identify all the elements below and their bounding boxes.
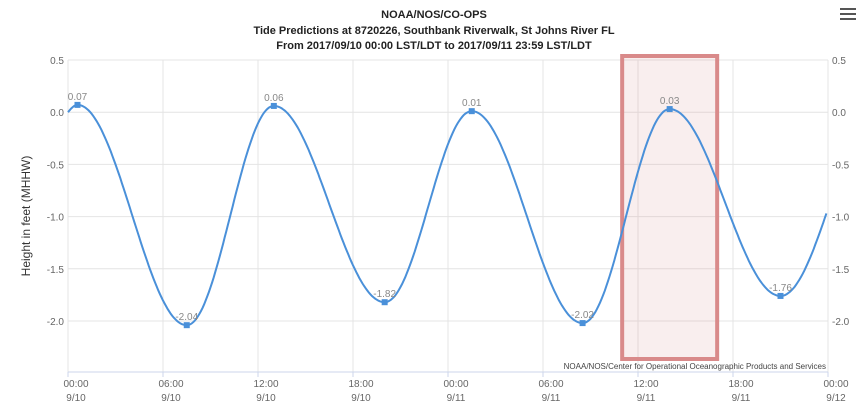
x-tick-label-date: 9/12 bbox=[826, 393, 846, 404]
x-tick-label-date: 9/10 bbox=[256, 393, 276, 404]
y-tick-label-left: -1.5 bbox=[47, 265, 65, 276]
x-tick-label-date: 9/11 bbox=[637, 393, 656, 404]
data-point-marker[interactable] bbox=[74, 101, 81, 108]
data-point-marker[interactable] bbox=[777, 292, 784, 299]
tide-series-line bbox=[67, 103, 828, 327]
y-axis-label: Height in feet (MHHW) bbox=[19, 156, 33, 277]
y-tick-label-left: -0.5 bbox=[47, 160, 65, 171]
chart-menu-button[interactable] bbox=[840, 8, 856, 22]
hamburger-icon-bar bbox=[840, 13, 856, 15]
x-tick-label-date: 9/10 bbox=[351, 393, 371, 404]
y-tick-label-right: -0.5 bbox=[832, 160, 850, 171]
data-point-marker[interactable] bbox=[579, 320, 586, 327]
x-tick-label-time: 00:00 bbox=[63, 379, 88, 390]
x-tick-label-time: 06:00 bbox=[538, 379, 563, 390]
y-tick-label-left: -1.0 bbox=[47, 213, 65, 224]
chart-subtitle: Tide Predictions at 8720226, Southbank R… bbox=[253, 25, 614, 37]
y-tick-label-right: 0.5 bbox=[832, 56, 846, 67]
data-point-label: -2.04 bbox=[175, 312, 198, 323]
y-tick-label-right: -2.0 bbox=[832, 317, 850, 328]
chart-subtitle-range: From 2017/09/10 00:00 LST/LDT to 2017/09… bbox=[276, 40, 592, 52]
x-tick-label-time: 12:00 bbox=[633, 379, 658, 390]
hamburger-icon bbox=[840, 8, 856, 10]
y-tick-label-right: -1.5 bbox=[832, 265, 850, 276]
data-point-marker[interactable] bbox=[666, 106, 673, 113]
x-tick-label-time: 18:00 bbox=[728, 379, 753, 390]
data-point-label: 0.03 bbox=[660, 96, 680, 107]
data-point-label: -1.82 bbox=[373, 289, 396, 300]
x-tick-label-date: 9/10 bbox=[161, 393, 181, 404]
x-tick-label-time: 06:00 bbox=[158, 379, 183, 390]
y-tick-label-left: 0.5 bbox=[50, 56, 64, 67]
x-tick-label-time: 18:00 bbox=[348, 379, 373, 390]
data-point-label: 0.01 bbox=[462, 98, 482, 109]
data-point-label: 0.06 bbox=[264, 93, 284, 104]
chart-title: NOAA/NOS/CO-OPS bbox=[381, 9, 487, 21]
x-tick-label-date: 9/11 bbox=[447, 393, 466, 404]
data-point-marker[interactable] bbox=[270, 102, 277, 109]
data-point-marker[interactable] bbox=[468, 108, 475, 115]
data-point-marker[interactable] bbox=[381, 299, 388, 306]
chart-credit: NOAA/NOS/Center for Operational Oceanogr… bbox=[564, 362, 826, 371]
x-tick-label-date: 9/11 bbox=[732, 393, 751, 404]
y-tick-label-right: -1.0 bbox=[832, 213, 850, 224]
data-point-label: 0.07 bbox=[68, 92, 88, 103]
y-tick-label-left: -2.0 bbox=[47, 317, 65, 328]
x-tick-label-date: 9/10 bbox=[66, 393, 86, 404]
x-tick-label-time: 00:00 bbox=[443, 379, 468, 390]
data-point-marker[interactable] bbox=[183, 322, 190, 329]
y-tick-label-left: 0.0 bbox=[50, 108, 64, 119]
data-point-label: -2.02 bbox=[571, 310, 594, 321]
hamburger-icon-bar bbox=[840, 18, 856, 20]
x-tick-label-time: 12:00 bbox=[253, 379, 278, 390]
x-tick-label-time: 00:00 bbox=[823, 379, 848, 390]
x-tick-label-date: 9/11 bbox=[542, 393, 561, 404]
data-point-label: -1.76 bbox=[769, 283, 792, 294]
y-tick-label-right: 0.0 bbox=[832, 108, 846, 119]
